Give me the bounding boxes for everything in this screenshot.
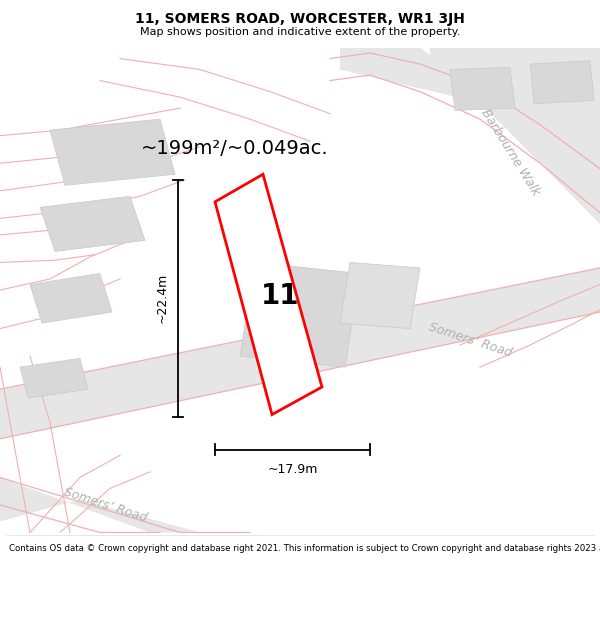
Text: ~199m²/~0.049ac.: ~199m²/~0.049ac. bbox=[141, 139, 329, 158]
Text: Contains OS data © Crown copyright and database right 2021. This information is : Contains OS data © Crown copyright and d… bbox=[9, 544, 600, 552]
Text: Somers’ Road: Somers’ Road bbox=[427, 320, 513, 359]
Text: Map shows position and indicative extent of the property.: Map shows position and indicative extent… bbox=[140, 27, 460, 37]
Polygon shape bbox=[240, 262, 360, 367]
Polygon shape bbox=[215, 174, 322, 414]
Polygon shape bbox=[20, 358, 88, 398]
Polygon shape bbox=[50, 119, 175, 185]
Polygon shape bbox=[0, 268, 600, 439]
Text: 11: 11 bbox=[261, 281, 299, 309]
Polygon shape bbox=[40, 196, 145, 251]
Polygon shape bbox=[530, 61, 594, 104]
Text: ~17.9m: ~17.9m bbox=[268, 463, 317, 476]
Polygon shape bbox=[450, 68, 515, 111]
Text: Barbourne Walk: Barbourne Walk bbox=[478, 106, 542, 198]
Polygon shape bbox=[340, 262, 420, 329]
Text: 11, SOMERS ROAD, WORCESTER, WR1 3JH: 11, SOMERS ROAD, WORCESTER, WR1 3JH bbox=[135, 12, 465, 26]
Polygon shape bbox=[0, 478, 200, 532]
Text: ~22.4m: ~22.4m bbox=[155, 273, 169, 323]
Polygon shape bbox=[30, 274, 112, 323]
Text: Somers’ Road: Somers’ Road bbox=[62, 486, 148, 524]
Polygon shape bbox=[340, 48, 600, 224]
Polygon shape bbox=[470, 48, 600, 136]
Polygon shape bbox=[430, 48, 600, 180]
